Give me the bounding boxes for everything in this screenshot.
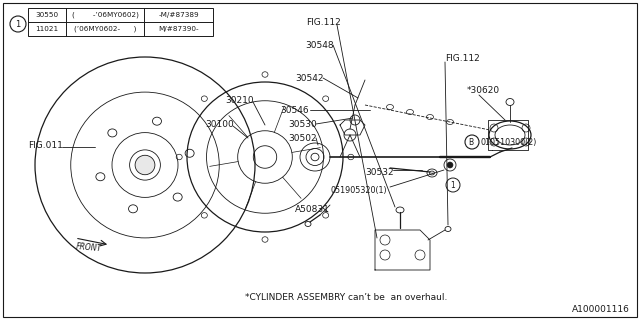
Text: 1: 1 xyxy=(15,20,20,28)
Text: 30550: 30550 xyxy=(35,12,59,18)
Ellipse shape xyxy=(135,155,155,175)
Text: M/#87390-: M/#87390- xyxy=(158,26,199,32)
Text: FIG.011: FIG.011 xyxy=(28,140,63,149)
Text: *30620: *30620 xyxy=(467,85,500,94)
Text: (’06MY0602-      ): (’06MY0602- ) xyxy=(74,26,136,32)
Circle shape xyxy=(447,162,453,168)
Text: 30100: 30100 xyxy=(205,119,234,129)
Text: 30210: 30210 xyxy=(225,95,253,105)
Text: -M/#87389: -M/#87389 xyxy=(158,12,199,18)
Text: FRONT: FRONT xyxy=(76,242,102,254)
Text: FIG.112: FIG.112 xyxy=(306,18,340,27)
Text: 30542: 30542 xyxy=(295,74,323,83)
Text: 051905320(1): 051905320(1) xyxy=(330,186,387,195)
Text: A100001116: A100001116 xyxy=(572,306,630,315)
Text: A50831: A50831 xyxy=(295,205,330,214)
Text: *CYLINDER ASSEMBRY can’t be  an overhaul.: *CYLINDER ASSEMBRY can’t be an overhaul. xyxy=(245,293,447,302)
Text: 1: 1 xyxy=(451,180,456,189)
Text: (        -’06MY0602): ( -’06MY0602) xyxy=(72,12,138,18)
Text: 30530: 30530 xyxy=(288,119,317,129)
Text: B: B xyxy=(468,138,474,147)
Ellipse shape xyxy=(429,171,435,175)
Bar xyxy=(28,8,213,36)
Text: 010510300(2): 010510300(2) xyxy=(480,138,536,147)
Text: 30546: 30546 xyxy=(280,106,308,115)
Text: FIG.112: FIG.112 xyxy=(445,53,480,62)
Text: 30502: 30502 xyxy=(288,133,317,142)
Text: 30532: 30532 xyxy=(365,167,394,177)
Text: 30548: 30548 xyxy=(305,41,333,50)
Text: 11021: 11021 xyxy=(35,26,59,32)
